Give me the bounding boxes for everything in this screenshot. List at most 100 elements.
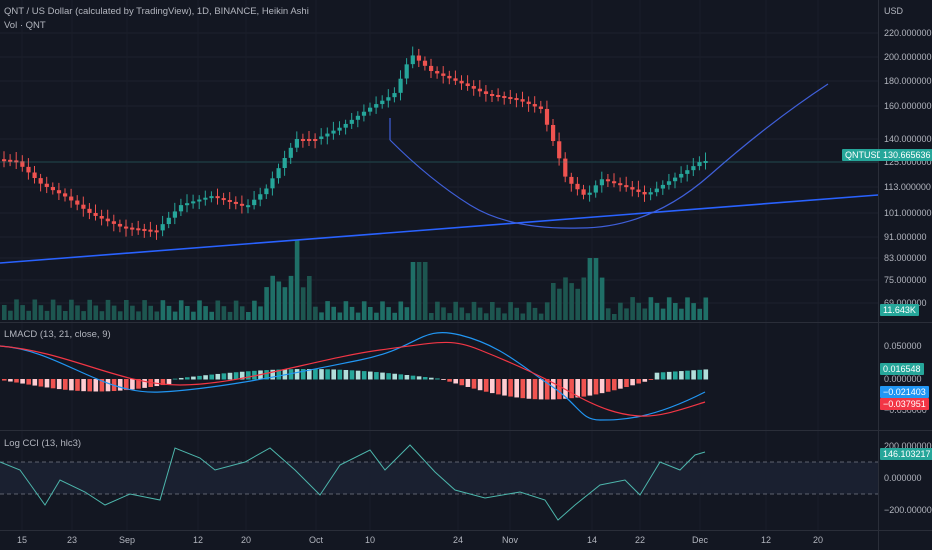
drawing-tools[interactable]: [0, 83, 879, 264]
volume-bar: [703, 297, 709, 320]
candle-body: [605, 179, 611, 182]
time-tick-label: 20: [241, 535, 251, 545]
candle-body: [32, 172, 37, 179]
histogram-bar: [81, 379, 86, 392]
histogram-bar: [294, 369, 300, 380]
histogram-bar: [63, 379, 68, 390]
histogram-bar: [99, 379, 105, 392]
candle-body: [20, 161, 25, 167]
volume-bar: [374, 312, 379, 320]
volume-bar: [563, 277, 568, 320]
histogram-bar: [319, 369, 324, 380]
cci-tick-label: 200.000000: [884, 441, 932, 451]
volume-bar: [697, 308, 702, 320]
histogram-bar: [2, 379, 7, 381]
candle-body: [404, 64, 409, 79]
volume-bar: [386, 307, 391, 320]
volume-bar: [63, 311, 68, 320]
time-tick-label: 24: [453, 535, 463, 545]
candle-body: [307, 139, 312, 141]
lmacd-tick-label: 0.000000: [884, 374, 922, 384]
volume-bar: [178, 300, 184, 320]
candle-body: [63, 193, 68, 197]
volume-bar: [166, 305, 172, 320]
candle-body: [325, 133, 330, 137]
price-tick-label: 125.000000: [884, 157, 932, 167]
histogram-bar: [587, 379, 593, 396]
histogram-bar: [612, 379, 617, 391]
candle-body: [75, 200, 80, 205]
histogram-bar: [514, 379, 519, 398]
price-tick-label: 69.000000: [884, 298, 927, 308]
candle-body: [532, 104, 537, 107]
candle-body: [551, 125, 556, 141]
volume-bar: [300, 287, 306, 320]
histogram-bar: [648, 379, 654, 380]
histogram-bar: [630, 379, 635, 386]
volume-bar: [435, 301, 440, 320]
histogram-bar: [142, 379, 147, 388]
volume-bar: [50, 299, 56, 320]
volume-bar: [660, 308, 666, 320]
candle-body: [520, 99, 525, 102]
histogram-bar: [490, 379, 495, 394]
histogram-bar: [398, 374, 404, 380]
histogram-bar: [691, 370, 696, 380]
histogram-bar: [416, 376, 422, 380]
histogram-bar: [203, 375, 208, 380]
histogram-bar: [624, 379, 629, 388]
volume-bar: [2, 305, 7, 320]
volume-bar: [136, 311, 141, 320]
cup-arc[interactable]: [389, 83, 829, 229]
candle-body: [569, 176, 574, 184]
volume-bar: [636, 302, 641, 320]
volume-bar: [172, 311, 178, 320]
candle-body: [111, 221, 116, 224]
price-tick-label: 160.000000: [884, 101, 932, 111]
trendline[interactable]: [0, 194, 879, 264]
volume-bar: [8, 310, 13, 320]
volume-bar: [380, 301, 385, 320]
candle-body: [117, 223, 123, 227]
histogram-bar: [374, 372, 379, 380]
volume-bar: [142, 300, 147, 320]
histogram-bar: [337, 369, 343, 380]
histogram-bar: [26, 379, 31, 385]
histogram-bar: [44, 379, 50, 388]
candle-body: [636, 189, 641, 192]
volume-bar: [398, 301, 404, 320]
candle-body: [276, 168, 281, 179]
histogram-bar: [660, 372, 666, 380]
symbol-tag: QNTUSD: [842, 149, 886, 161]
pane-separator[interactable]: [0, 322, 932, 323]
histogram-bar: [252, 370, 257, 380]
histogram-bar: [618, 379, 623, 389]
volume-bars: [2, 240, 709, 320]
candle-body: [673, 177, 678, 182]
histogram-bar: [392, 373, 397, 380]
volume-bar: [148, 305, 153, 320]
candle-body: [252, 199, 257, 206]
histogram-bar: [410, 375, 416, 380]
candle-body: [56, 190, 62, 194]
histogram-bar: [697, 369, 702, 380]
axes: 220.000000200.000000180.000000160.000000…: [17, 28, 932, 545]
volume-bar: [81, 311, 86, 320]
volume-bar: [666, 297, 672, 320]
candle-body: [630, 187, 635, 190]
pane-separator[interactable]: [0, 430, 932, 431]
candle-body: [587, 192, 592, 195]
volume-bar: [264, 287, 269, 320]
candle-body: [422, 60, 428, 66]
histogram-bar: [569, 379, 574, 399]
price-tick-label: 180.000000: [884, 76, 932, 86]
cci-tick-label: −200.000000: [884, 505, 932, 515]
volume-bar: [551, 283, 556, 320]
volume-bar: [496, 307, 501, 320]
volume-bar: [32, 299, 38, 320]
last-price-tag: 130.665636: [880, 149, 932, 161]
volume-bar: [673, 303, 678, 320]
candle-body: [374, 104, 379, 108]
histogram-bar: [38, 379, 44, 387]
